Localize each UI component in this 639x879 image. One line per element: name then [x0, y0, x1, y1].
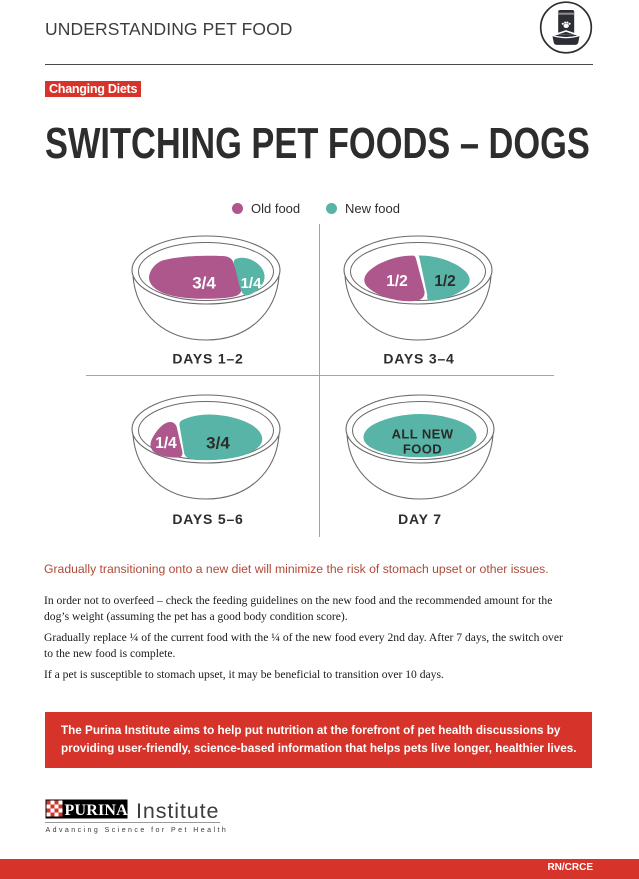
svg-text:1/2: 1/2: [434, 273, 456, 290]
svg-text:Institute: Institute: [136, 799, 219, 823]
svg-text:FOOD: FOOD: [403, 442, 442, 457]
svg-text:Advancing Science for Pet Heal: Advancing Science for Pet Health: [46, 827, 229, 834]
svg-text:1/2: 1/2: [386, 273, 408, 290]
svg-text:ALL NEW: ALL NEW: [392, 427, 454, 442]
svg-text:DAYS 3–4: DAYS 3–4: [383, 351, 454, 367]
svg-text:1/4: 1/4: [155, 435, 177, 452]
svg-text:1/4: 1/4: [241, 275, 263, 292]
svg-text:PURINA: PURINA: [65, 802, 129, 819]
svg-text:DAYS 1–2: DAYS 1–2: [172, 351, 243, 367]
svg-text:3/4: 3/4: [206, 434, 230, 453]
svg-text:DAYS 5–6: DAYS 5–6: [172, 511, 243, 527]
svg-text:DAY 7: DAY 7: [398, 511, 442, 527]
svg-text:3/4: 3/4: [192, 274, 216, 293]
